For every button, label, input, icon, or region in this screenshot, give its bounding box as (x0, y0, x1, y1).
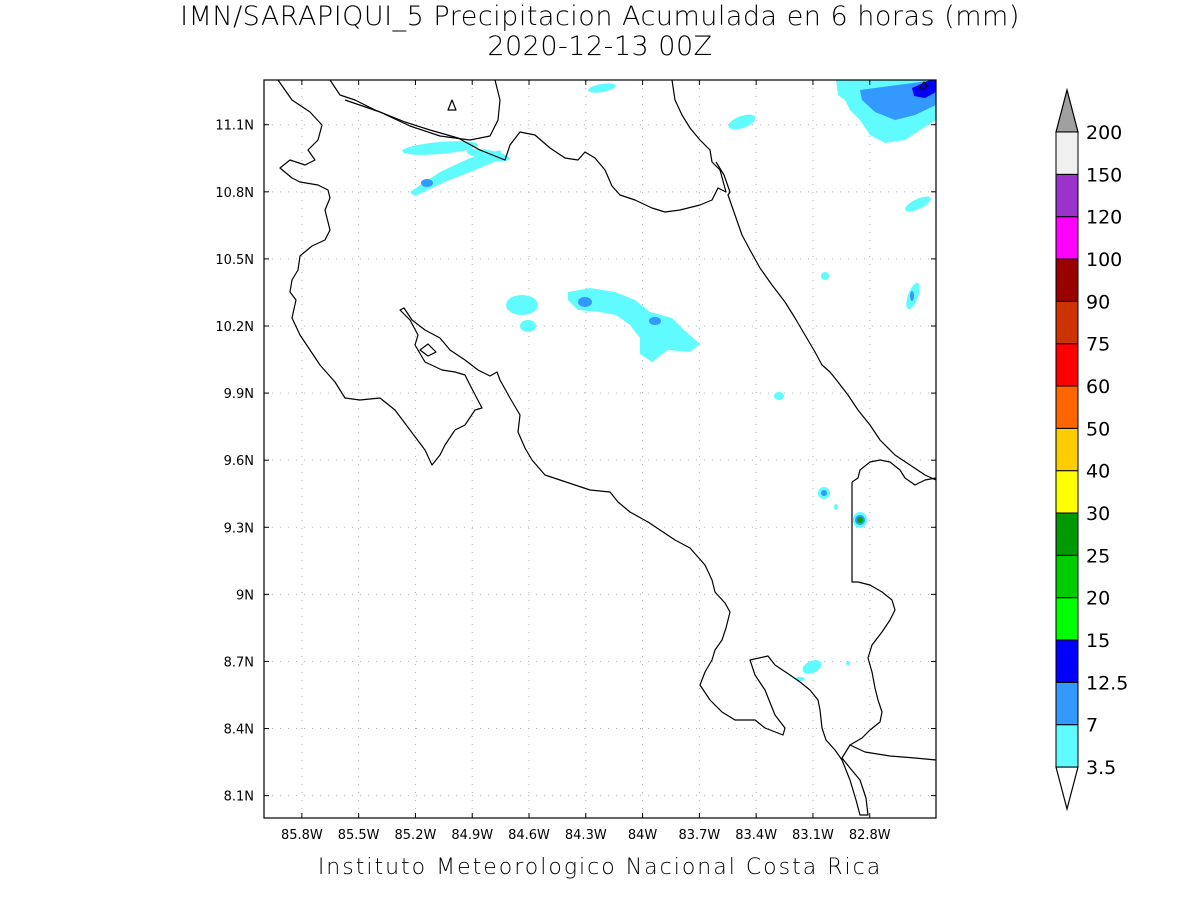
colorbar-swatch (1055, 681, 1079, 726)
colorbar-label: 150 (1086, 164, 1122, 186)
coastlines-and-borders (277, 79, 937, 816)
footer-credit: Instituto Meteorologico Nacional Costa R… (317, 855, 883, 880)
lon-tick-label: 83.1W (792, 828, 834, 843)
island-nicoya (419, 343, 437, 357)
pacific-coastline (277, 79, 896, 816)
colorbar-label: 25 (1086, 545, 1110, 567)
panama-coast (849, 744, 937, 761)
lat-tick-label: 10.8N (215, 186, 254, 201)
precip-area-e4-core (821, 490, 827, 496)
lon-tick-label: 84.9W (451, 828, 493, 843)
colorbar-label: 12.5 (1086, 672, 1128, 694)
colorbar-label: 60 (1086, 376, 1110, 398)
panama-border (851, 459, 937, 486)
lat-tick-label: 9.6N (224, 454, 254, 469)
north-border-2 (329, 79, 727, 213)
map-axes: 85.8W 85.5W 85.2W 84.9W 84.6W 84.3W 84W 83.7W 83… (215, 80, 936, 843)
lat-tick-label: 9.9N (224, 387, 254, 402)
colorbar-swatch (1055, 554, 1079, 599)
precip-area-c3 (568, 288, 700, 362)
colorbar-swatch (1055, 597, 1079, 641)
colorbar-swatch (1055, 343, 1079, 387)
lon-tick-label: 83.4W (735, 828, 777, 843)
island-north (447, 99, 457, 111)
north-border (344, 79, 501, 141)
precip-area-n-small (588, 83, 616, 93)
colorbar-swatch (1055, 131, 1079, 175)
lat-tick-label: 8.1N (224, 790, 254, 805)
precip-area-e2-core (910, 291, 914, 301)
lon-tick-label: 85.8W (281, 828, 323, 843)
precip-area-nw3-core (421, 179, 433, 187)
colorbar-swatch (1055, 724, 1079, 768)
lon-tick-label: 83.7W (678, 828, 720, 843)
lat-tick-label: 8.4N (224, 723, 254, 738)
colorbar-label: 200 (1086, 122, 1122, 144)
colorbar-over-triangle (1055, 87, 1079, 133)
lon-tick-label: 84.6W (508, 828, 550, 843)
colorbar-swatch (1055, 300, 1079, 345)
precip-area-e1 (821, 272, 829, 280)
lat-tick-label: 9.3N (224, 521, 254, 536)
precip-area-s1 (802, 660, 822, 674)
colorbar-label: 15 (1086, 630, 1110, 652)
precip-area-c3-core1 (578, 297, 592, 307)
precip-area-ne3 (728, 114, 756, 130)
colorbar-under-triangle (1055, 766, 1079, 812)
colorbar-swatch (1055, 427, 1079, 472)
caribbean-coastline (715, 161, 937, 481)
precip-area-c3-core2 (649, 317, 661, 325)
precip-area-nw1 (402, 141, 478, 155)
precip-area-c1 (506, 295, 538, 315)
lon-tick-label: 85.2W (395, 828, 437, 843)
lat-tick-label: 10.5N (215, 253, 254, 268)
lat-tick-label: 9N (236, 588, 254, 603)
title-line-1: IMN/SARAPIQUI_5 Precipitacion Acumulada … (180, 1, 1020, 32)
colorbar-label: 20 (1086, 588, 1110, 610)
colorbar: 3.5 7 12.5 15 20 25 30 40 50 60 75 90 100 120 150 200 (1055, 87, 1128, 812)
colorbar-label: 100 (1086, 249, 1122, 271)
lat-tick-label: 8.7N (224, 655, 254, 670)
precip-area-c2 (520, 320, 536, 332)
colorbar-label: 90 (1086, 291, 1110, 313)
lon-tick-label: 84W (628, 828, 658, 843)
lon-tick-label: 85.5W (338, 828, 380, 843)
precipitation-areas (402, 80, 936, 681)
colorbar-swatch (1055, 512, 1079, 556)
colorbar-label: 30 (1086, 503, 1110, 525)
chart-title: IMN/SARAPIQUI_5 Precipitacion Acumulada … (0, 2, 1200, 62)
colorbar-label: 7 (1086, 715, 1098, 737)
lat-tick-label: 11.1N (215, 119, 254, 134)
precip-area-e5 (834, 504, 838, 510)
lon-tick-label: 84.3W (565, 828, 607, 843)
precip-area-s3 (846, 661, 850, 665)
colorbar-label: 40 (1086, 461, 1110, 483)
map-frame (263, 79, 937, 819)
colorbar-swatch (1055, 216, 1079, 260)
panama-border-2 (851, 482, 858, 583)
precip-area-ne2 (905, 196, 931, 212)
island-se (919, 81, 929, 91)
colorbar-swatch (1055, 385, 1079, 429)
colorbar-swatch (1055, 639, 1079, 683)
colorbar-swatch (1055, 258, 1079, 302)
grid-lines (264, 80, 936, 818)
lat-tick-label: 10.2N (215, 320, 254, 335)
colorbar-label: 75 (1086, 334, 1110, 356)
precip-area-nw3 (410, 150, 504, 196)
lon-tick-label: 82.8W (849, 828, 891, 843)
precip-area-e3 (774, 392, 784, 400)
colorbar-label: 3.5 (1086, 757, 1116, 779)
precip-area-e6-core (857, 517, 863, 523)
colorbar-swatch (1055, 173, 1079, 218)
title-line-2: 2020-12-13 00Z (487, 31, 713, 62)
colorbar-label: 50 (1086, 418, 1110, 440)
colorbar-swatch (1055, 470, 1079, 514)
colorbar-label: 120 (1086, 207, 1122, 229)
